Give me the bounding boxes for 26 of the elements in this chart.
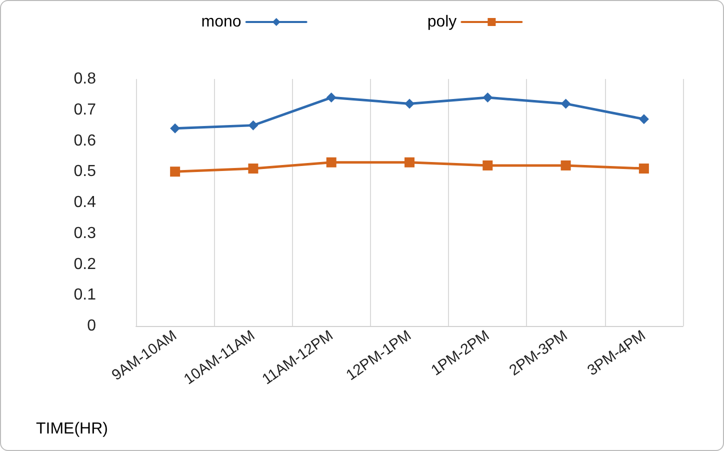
y-tick-label: 0.7 xyxy=(74,101,96,118)
point xyxy=(170,123,180,134)
legend-label: mono xyxy=(201,14,242,30)
point xyxy=(560,98,571,109)
legend-label: poly xyxy=(427,14,457,30)
y-tick-label: 0.1 xyxy=(74,286,96,304)
y-tick-label: 0.6 xyxy=(74,132,96,150)
point xyxy=(326,92,336,103)
y-tick-label: 0.4 xyxy=(74,194,96,211)
point xyxy=(482,92,493,103)
point xyxy=(404,98,414,109)
y-tick-label: 0.8 xyxy=(74,70,96,88)
y-tick-label: 0.5 xyxy=(74,163,96,180)
point xyxy=(170,166,180,177)
point xyxy=(638,164,649,174)
y-tick-label: 0 xyxy=(87,318,96,334)
x-axis-title: TIME(HR) xyxy=(36,420,108,438)
y-tick-label: 0.3 xyxy=(74,224,96,242)
point xyxy=(482,160,493,170)
point xyxy=(248,120,258,130)
point xyxy=(248,164,258,174)
point xyxy=(326,157,336,168)
point xyxy=(404,157,414,168)
y-tick-label: 0.2 xyxy=(74,256,96,273)
point xyxy=(560,160,571,170)
point xyxy=(638,114,649,124)
